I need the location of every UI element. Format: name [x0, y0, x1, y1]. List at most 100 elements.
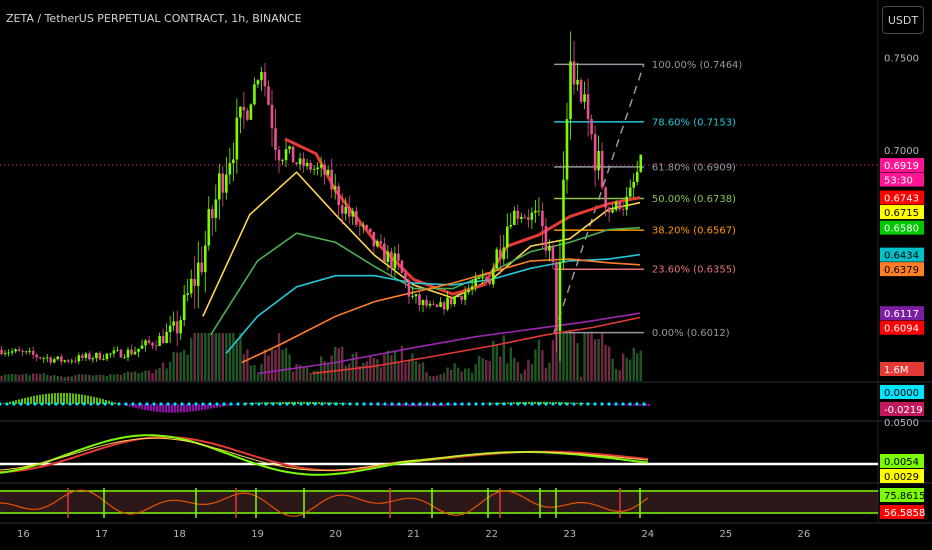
badge-text: 75.8615: [884, 491, 925, 502]
macd-bar: [270, 402, 272, 404]
candle-body: [218, 173, 221, 200]
volume-bar: [10, 374, 14, 381]
macd-bar: [291, 401, 293, 404]
macd-dot: [481, 402, 485, 406]
macd-bar: [507, 402, 509, 404]
candle: [520, 212, 523, 223]
macd-dot: [159, 402, 163, 406]
candle-body: [235, 117, 239, 160]
volume-bar: [576, 343, 579, 381]
macd-bar: [450, 404, 452, 406]
candle-body: [579, 79, 583, 102]
candle-body: [390, 251, 393, 269]
candle: [102, 354, 105, 361]
macd-bar: [261, 402, 263, 404]
macd-bar: [168, 404, 170, 413]
candle: [590, 114, 593, 140]
candle: [0, 345, 3, 356]
candle-body: [414, 294, 418, 297]
macd-bar: [492, 403, 494, 404]
macd-dot: [89, 402, 93, 406]
candle: [537, 197, 541, 217]
price-axis-label: 0.7500: [884, 54, 919, 65]
candle-body: [562, 179, 565, 262]
volume-bar: [63, 376, 66, 381]
macd-bar: [63, 392, 65, 404]
badge-text: 0.6919: [884, 161, 919, 172]
fib-level-label: 38.20% (0.6567): [652, 226, 736, 237]
volume-bar: [88, 374, 91, 381]
volume-bar: [53, 375, 56, 381]
candle: [449, 297, 453, 308]
candle: [179, 316, 182, 340]
candle-body: [411, 296, 414, 297]
macd-dot: [145, 402, 149, 406]
macd-bar: [564, 402, 566, 404]
volume-bar: [481, 358, 484, 381]
candle: [558, 239, 562, 362]
fib-level-label: 78.60% (0.7153): [652, 117, 736, 128]
candle: [203, 230, 207, 293]
candle: [235, 98, 239, 174]
badge-background: [880, 262, 924, 277]
candle-body: [354, 211, 358, 225]
candle: [270, 89, 274, 147]
candle: [404, 270, 407, 288]
badge-background: [880, 469, 924, 483]
candle: [158, 332, 161, 347]
candle-body: [632, 181, 636, 188]
volume-bar: [390, 355, 393, 381]
candle: [446, 291, 449, 312]
macd-dot: [334, 402, 338, 406]
candle: [576, 62, 579, 92]
candle-body: [319, 164, 323, 168]
candle: [24, 350, 28, 355]
volume-bar: [527, 359, 530, 381]
currency-button[interactable]: USDT: [882, 6, 924, 34]
candle-body: [604, 187, 607, 208]
candle: [186, 278, 189, 302]
macd-dot: [593, 402, 597, 406]
volume-bar: [425, 372, 428, 381]
macd-bar: [27, 397, 29, 404]
candle-body: [463, 292, 467, 300]
candle-body: [537, 210, 541, 212]
volume-bar: [544, 367, 548, 381]
candle-body: [182, 294, 186, 321]
macd-dot: [432, 402, 436, 406]
badge-background: [880, 362, 924, 376]
volume-bar: [418, 363, 421, 381]
macd-bar: [33, 395, 35, 404]
candle: [225, 157, 228, 200]
macd-bar: [213, 404, 215, 409]
price-badge: 0.6117: [880, 306, 924, 321]
macd-bar: [24, 397, 26, 404]
macd-bar: [255, 402, 257, 404]
macd-bar: [183, 404, 185, 413]
badge-text: -0.0219: [884, 405, 923, 416]
candlesticks: [0, 31, 643, 366]
macd-dot: [26, 402, 30, 406]
candle: [488, 278, 492, 286]
candle-body: [295, 162, 298, 165]
volume-bar: [407, 359, 411, 381]
volume-bar: [46, 374, 49, 381]
macd-bar: [30, 396, 32, 404]
candle: [330, 158, 333, 199]
volume-bar: [421, 362, 425, 381]
volume-bar: [182, 349, 186, 381]
candle-body: [309, 162, 312, 170]
candle-body: [45, 357, 49, 359]
macd-bar: [582, 403, 584, 404]
candle: [161, 328, 165, 344]
macd-dot: [558, 402, 562, 406]
candle-body: [140, 345, 144, 349]
macd-bar: [138, 404, 140, 409]
macd-bar: [198, 404, 200, 411]
macd-bar: [171, 404, 173, 413]
candle-body: [351, 211, 355, 217]
candle: [91, 356, 95, 363]
macd-dot: [439, 402, 443, 406]
macd-bar: [543, 401, 545, 404]
